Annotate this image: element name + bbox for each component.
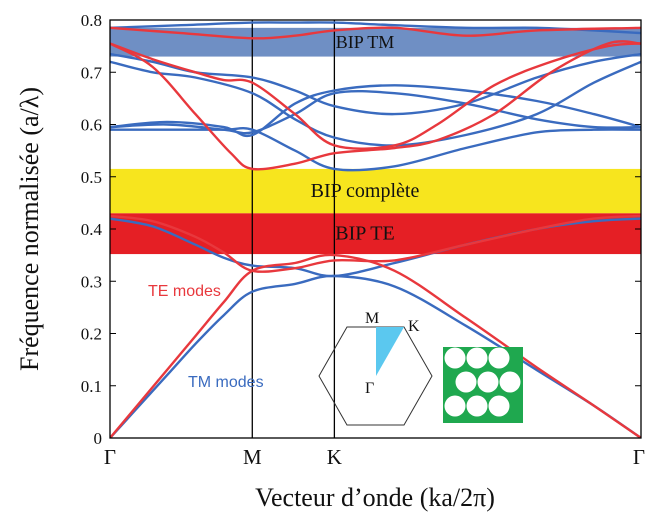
y-tick-label: 0.4 [81, 220, 103, 239]
y-tick-label: 0 [94, 429, 103, 448]
y-tick-label: 0.2 [81, 325, 102, 344]
te-band-4 [110, 42, 641, 150]
brillouin-zone-inset: M K Γ [318, 310, 433, 426]
air-hole [444, 395, 466, 417]
air-hole [477, 371, 499, 393]
bz-label-k: K [408, 318, 420, 335]
x-tick-label: Γ [633, 445, 645, 469]
y-tick-label: 0.5 [81, 168, 102, 187]
x-tick-label: M [243, 445, 262, 469]
brillouin-hexagon [318, 326, 433, 426]
air-hole [466, 347, 488, 369]
tm-band-9 [110, 89, 641, 135]
air-hole [488, 347, 510, 369]
te-modes-label: TE modes [148, 283, 221, 300]
air-hole [444, 347, 466, 369]
tm-band-12 [110, 60, 641, 147]
gap-labels: BIP TM BIP complète BIP TE [311, 32, 420, 244]
te-band-2 [110, 214, 641, 273]
te-band-3 [110, 40, 641, 171]
gap-label-2: BIP complète [311, 180, 420, 202]
y-tick-label: 0.7 [81, 63, 103, 82]
tm-band-8 [110, 126, 641, 172]
x-tick-label: K [327, 445, 342, 469]
y-tick-label: 0.8 [81, 11, 102, 30]
tm-band-6 [110, 274, 641, 438]
air-hole [488, 395, 510, 417]
band-gaps [110, 27, 641, 255]
y-axis-label: Fréquence normalisée (a/λ) [15, 87, 44, 371]
x-axis-label: Vecteur d’onde (ka/2π) [255, 483, 495, 512]
gap-band-1 [110, 27, 641, 57]
tm-modes-label: TM modes [188, 374, 264, 391]
irreducible-zone [376, 327, 404, 376]
air-hole [499, 371, 521, 393]
bz-label-m: M [365, 310, 379, 327]
band-curves [110, 21, 641, 438]
y-tick-label: 0.6 [81, 116, 102, 135]
photonic-crystal-inset [443, 347, 523, 423]
air-hole [455, 371, 477, 393]
tm-band-10 [110, 84, 641, 138]
air-hole [466, 395, 488, 417]
gap-label-3: BIP TE [335, 223, 394, 245]
gap-label-1: BIP TM [336, 32, 395, 52]
te-band-1 [110, 253, 641, 438]
y-tick-label: 0.3 [81, 272, 102, 291]
y-tick-label: 0.1 [81, 377, 102, 396]
bz-label-gamma: Γ [365, 380, 374, 397]
y-axis-ticks: 0 0.1 0.2 0.3 0.4 0.5 0.6 0.7 0.8 [81, 11, 641, 448]
gap-band-2 [110, 168, 641, 214]
x-tick-label: Γ [104, 445, 116, 469]
te-band-5 [110, 26, 641, 40]
